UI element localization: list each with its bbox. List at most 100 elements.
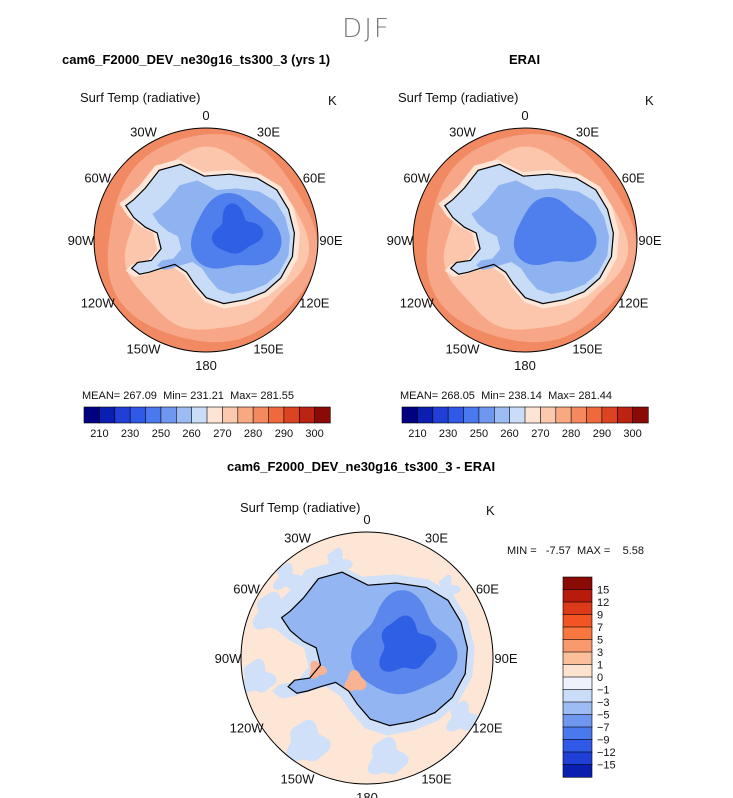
- obs-map: [412, 127, 638, 353]
- obs-colorbar-tick-label: 280: [562, 428, 580, 440]
- obs-coastline: [443, 163, 615, 305]
- model-lon-label-120E: 120E: [299, 296, 330, 311]
- diff-min-value: -7.57: [545, 545, 571, 557]
- model-lon-label-150W: 150W: [127, 341, 162, 356]
- model-ice-core: [211, 203, 264, 254]
- diff-panel-title: cam6_F2000_DEV_ne30g16_ts300_3 - ERAI: [227, 459, 496, 474]
- obs-colorbar-box: [401, 406, 418, 424]
- obs-colorbar-tick-label: 210: [408, 428, 426, 440]
- obs-lon-label-120E: 120E: [618, 296, 649, 311]
- model-colorbar-box: [160, 406, 177, 424]
- model-colorbar-box: [283, 406, 300, 424]
- model-min-value: 231.21: [190, 390, 224, 402]
- diff-ocean-patch: [367, 736, 409, 775]
- diff-colorbar-box: [562, 626, 593, 641]
- diff-colorbar-tick-label: 15: [597, 585, 609, 597]
- diff-colorbar-tick-label: −12: [597, 747, 616, 759]
- model-variable-label: Surf Temp (radiative): [80, 90, 201, 105]
- diff-colorbar-tick-label: −15: [597, 760, 616, 772]
- diff-colorbar-box: [562, 739, 593, 753]
- diff-ocean-patch: [241, 658, 277, 693]
- obs-lon-label-30W: 30W: [449, 125, 476, 140]
- obs-colorbar-tick-label: 230: [439, 428, 457, 440]
- diff-coastline: [280, 571, 469, 727]
- model-lon-label-150E: 150E: [253, 341, 284, 356]
- model-colorbar-box: [237, 406, 254, 424]
- diff-colorbar-box: [562, 726, 593, 741]
- diff-stats: MIN = -7.57 MAX = 5.58: [507, 545, 644, 557]
- obs-fields: [413, 128, 637, 352]
- obs-lon-label-120W: 120W: [400, 296, 435, 311]
- diff-colorbar-tick-label: −7: [597, 722, 610, 734]
- diff-border: [240, 531, 494, 785]
- diff-colorbar-box: [562, 614, 593, 628]
- diff-lon-label-150E: 150E: [421, 771, 452, 786]
- model-colorbar-box: [314, 406, 331, 424]
- model-colorbar-tick-label: 210: [90, 428, 108, 440]
- diff-colorbar-box: [562, 651, 593, 666]
- diff-lon-label-30W: 30W: [284, 531, 311, 546]
- obs-colorbar-tick-label: 270: [531, 428, 549, 440]
- obs-lon-label-60W: 60W: [403, 171, 430, 186]
- diff-lon-label-120E: 120E: [472, 721, 503, 736]
- diff-colorbar-tick-label: 5: [597, 635, 603, 647]
- model-stats: MEAN= 267.09 Min= 231.21 Max= 281.55: [82, 390, 294, 402]
- model-colorbar-tick-label: 270: [213, 428, 231, 440]
- diff-ocean-patch: [273, 562, 303, 590]
- model-fields: [94, 128, 318, 352]
- obs-lon-label-180: 180: [514, 358, 536, 373]
- obs-colorbar-box: [509, 406, 526, 424]
- model-lon-label-0: 0: [202, 108, 209, 123]
- diff-lon-label-180: 180: [356, 790, 378, 798]
- obs-colorbar-box: [632, 406, 649, 424]
- obs-colorbar-box: [493, 406, 511, 424]
- obs-mean-value: 268.05: [441, 390, 475, 402]
- model-lon-label-60E: 60E: [303, 171, 326, 186]
- diff-lon-label-90W: 90W: [215, 651, 242, 666]
- obs-lon-label-150W: 150W: [446, 341, 481, 356]
- obs-variable-label: Surf Temp (radiative): [398, 90, 519, 105]
- obs-lon-label-90E: 90E: [638, 233, 661, 248]
- model-mean-value: 267.09: [123, 390, 157, 402]
- diff-colorbar-box: [562, 751, 593, 766]
- diff-lon-label-60W: 60W: [233, 582, 260, 597]
- obs-colorbar-box: [447, 406, 465, 424]
- model-mean-label: MEAN=: [82, 390, 121, 402]
- model-lon-label-30E: 30E: [257, 125, 280, 140]
- obs-border: [412, 127, 638, 353]
- obs-panel-title: ERAI: [509, 52, 541, 67]
- diff-colorbar-tick-label: 1: [597, 660, 603, 672]
- diff-lon-label-60E: 60E: [476, 582, 499, 597]
- model-map: [93, 127, 319, 353]
- obs-colorbar-box: [601, 406, 618, 424]
- diff-colorbar-tick-label: 9: [597, 610, 603, 622]
- obs-lon-label-30E: 30E: [576, 125, 599, 140]
- obs-colorbar-box: [555, 406, 572, 424]
- diff-colorbar-box: [562, 701, 593, 716]
- model-colorbar-box: [145, 406, 162, 424]
- obs-colorbar-tick-label: 260: [500, 428, 518, 440]
- diff-colorbar-box: [562, 664, 593, 678]
- model-lon-label-60W: 60W: [84, 171, 111, 186]
- diff-colorbar-box: [562, 764, 593, 778]
- model-max-value: 281.55: [260, 390, 294, 402]
- obs-lon-label-60E: 60E: [622, 171, 645, 186]
- model-colorbar-box: [114, 406, 131, 424]
- obs-colorbar-box: [432, 406, 449, 424]
- model-min-label: Min=: [163, 390, 188, 402]
- diff-colorbar-box: [562, 601, 593, 616]
- obs-colorbar-box: [616, 406, 634, 424]
- obs-ice-deep: [513, 197, 597, 265]
- obs-colorbar-tick-label: 290: [593, 428, 611, 440]
- model-colorbar-box: [252, 406, 270, 424]
- diff-variable-label: Surf Temp (radiative): [240, 500, 361, 515]
- obs-colorbar-box: [540, 406, 557, 424]
- model-colorbar-box: [206, 406, 223, 424]
- obs-units-label: K: [645, 93, 654, 108]
- diff-colorbar-tick-label: −1: [597, 685, 610, 697]
- model-coastline: [124, 163, 296, 305]
- diff-lon-label-0: 0: [363, 512, 370, 527]
- model-lon-label-120W: 120W: [81, 296, 116, 311]
- obs-max-label: Max=: [548, 390, 576, 402]
